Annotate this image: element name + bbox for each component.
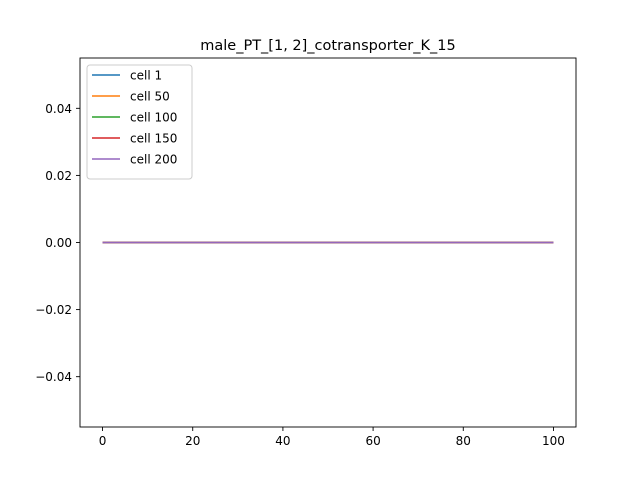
legend-label: cell 1 (130, 69, 162, 83)
x-tick-label: 60 (365, 434, 380, 448)
legend: cell 1 cell 50 cell 100 cell 150 cell 200 (86, 64, 193, 180)
legend-label: cell 50 (130, 90, 170, 104)
y-tick-label: 0.04 (45, 102, 72, 116)
legend-label: cell 150 (130, 132, 177, 146)
x-tick-label: 40 (275, 434, 290, 448)
legend-label: cell 100 (130, 111, 177, 125)
y-tick-label: 0.00 (45, 236, 72, 250)
y-tick-label: −0.04 (35, 370, 72, 384)
legend-box (86, 64, 193, 180)
x-tick-label: 20 (185, 434, 200, 448)
x-axis: 0 20 40 60 80 100 (99, 427, 565, 448)
y-axis: −0.04 −0.02 0.00 0.02 0.04 (35, 102, 80, 384)
y-tick-label: −0.02 (35, 303, 72, 317)
x-tick-label: 0 (99, 434, 107, 448)
legend-label: cell 200 (130, 153, 177, 167)
x-tick-label: 100 (542, 434, 565, 448)
x-tick-label: 80 (456, 434, 471, 448)
chart-title: male_PT_[1, 2]_cotransporter_K_15 (200, 38, 455, 54)
y-tick-label: 0.02 (45, 169, 72, 183)
